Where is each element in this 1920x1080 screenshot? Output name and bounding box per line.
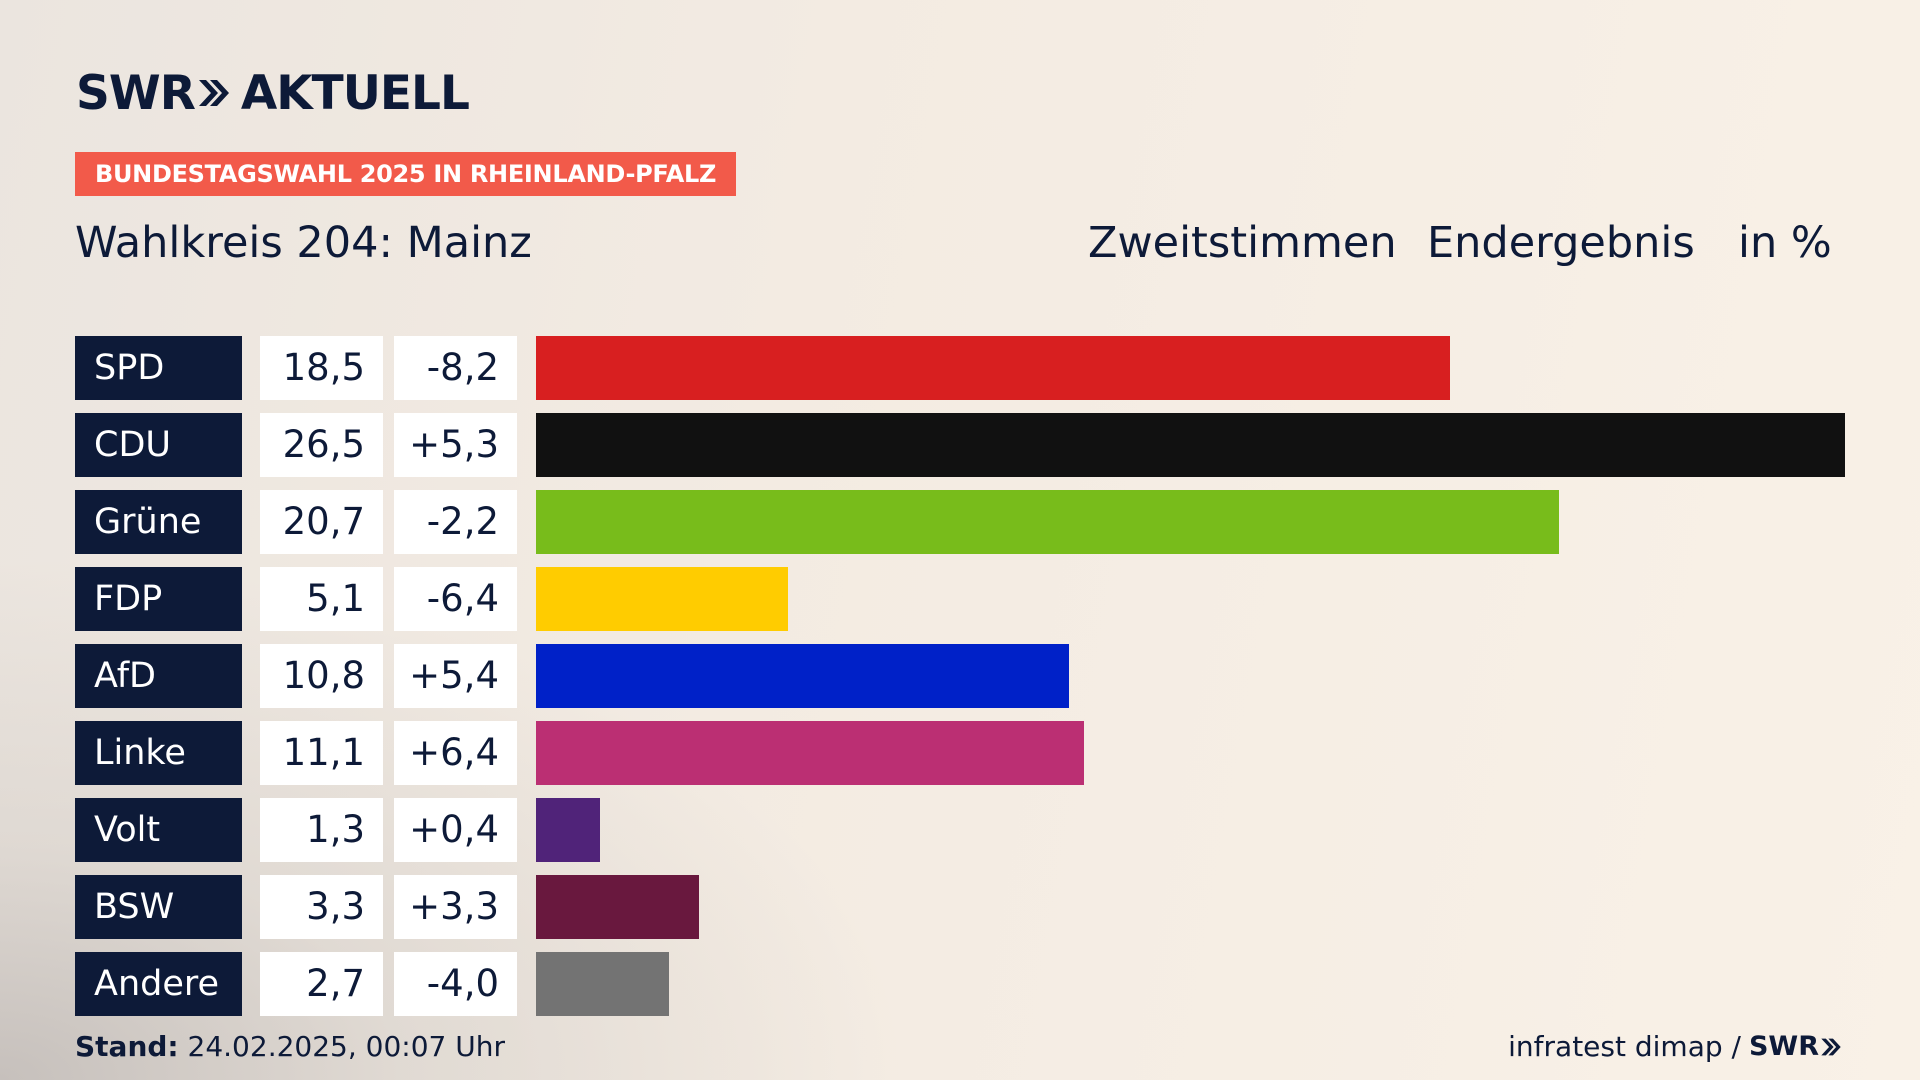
double-chevron-icon	[197, 76, 231, 110]
party-label: Andere	[75, 952, 242, 1016]
chart-row: FDP 5,1 -6,4	[0, 567, 1920, 631]
difference-label: -6,4	[394, 567, 517, 631]
party-label: FDP	[75, 567, 242, 631]
kicker-label: BUNDESTAGSWAHL 2025 IN RHEINLAND-PFALZ	[75, 152, 737, 196]
stand-value: 24.02.2025, 00:07 Uhr	[187, 1030, 505, 1063]
difference-label: +0,4	[394, 798, 517, 862]
value-label: 3,3	[260, 875, 383, 939]
chart-subtitle: Wahlkreis 204: Mainz	[75, 218, 532, 268]
chart-row: Linke 11,1 +6,4	[0, 721, 1920, 785]
logo-section: AKTUELL	[240, 65, 470, 121]
footer-stand: Stand: 24.02.2025, 00:07 Uhr	[75, 1030, 505, 1063]
value-label: 1,3	[260, 798, 383, 862]
value-label: 10,8	[260, 644, 383, 708]
difference-label: -8,2	[394, 336, 517, 400]
stand-label: Stand:	[75, 1030, 179, 1063]
party-label: BSW	[75, 875, 242, 939]
chart-row: Grüne 20,7 -2,2	[0, 490, 1920, 554]
swr-aktuell-logo: SWR AKTUELL	[76, 65, 470, 121]
result-type-label: Endergebnis	[1427, 218, 1695, 268]
bar	[536, 798, 600, 862]
party-label: CDU	[75, 413, 242, 477]
chart-row: BSW 3,3 +3,3	[0, 875, 1920, 939]
value-label: 20,7	[260, 490, 383, 554]
value-label: 26,5	[260, 413, 383, 477]
bar	[536, 413, 1845, 477]
value-label: 2,7	[260, 952, 383, 1016]
difference-label: +5,3	[394, 413, 517, 477]
bar	[536, 644, 1069, 708]
difference-label: +6,4	[394, 721, 517, 785]
bar	[536, 875, 699, 939]
party-label: Volt	[75, 798, 242, 862]
chart-row: CDU 26,5 +5,3	[0, 413, 1920, 477]
small-chevron-icon	[1821, 1038, 1841, 1055]
chart-row: AfD 10,8 +5,4	[0, 644, 1920, 708]
bar	[536, 336, 1450, 400]
party-label: SPD	[75, 336, 242, 400]
source-brand-text: SWR	[1748, 1031, 1819, 1062]
source-brand: SWR	[1749, 1031, 1842, 1062]
difference-label: +5,4	[394, 644, 517, 708]
chart-row: SPD 18,5 -8,2	[0, 336, 1920, 400]
party-label: Linke	[75, 721, 242, 785]
bar	[536, 721, 1084, 785]
unit-label: in %	[1738, 218, 1832, 268]
logo-text: SWR	[76, 65, 196, 121]
difference-label: +3,3	[394, 875, 517, 939]
bar	[536, 567, 788, 631]
value-label: 11,1	[260, 721, 383, 785]
bar	[536, 490, 1559, 554]
vote-type-label: Zweitstimmen	[1088, 218, 1397, 268]
value-label: 18,5	[260, 336, 383, 400]
value-label: 5,1	[260, 567, 383, 631]
difference-label: -2,2	[394, 490, 517, 554]
source-text: infratest dimap /	[1508, 1030, 1741, 1063]
party-label: AfD	[75, 644, 242, 708]
party-label: Grüne	[75, 490, 242, 554]
footer-source: infratest dimap / SWR	[1508, 1030, 1842, 1063]
difference-label: -4,0	[394, 952, 517, 1016]
chart-row: Andere 2,7 -4,0	[0, 952, 1920, 1016]
chart-row: Volt 1,3 +0,4	[0, 798, 1920, 862]
bar	[536, 952, 669, 1016]
